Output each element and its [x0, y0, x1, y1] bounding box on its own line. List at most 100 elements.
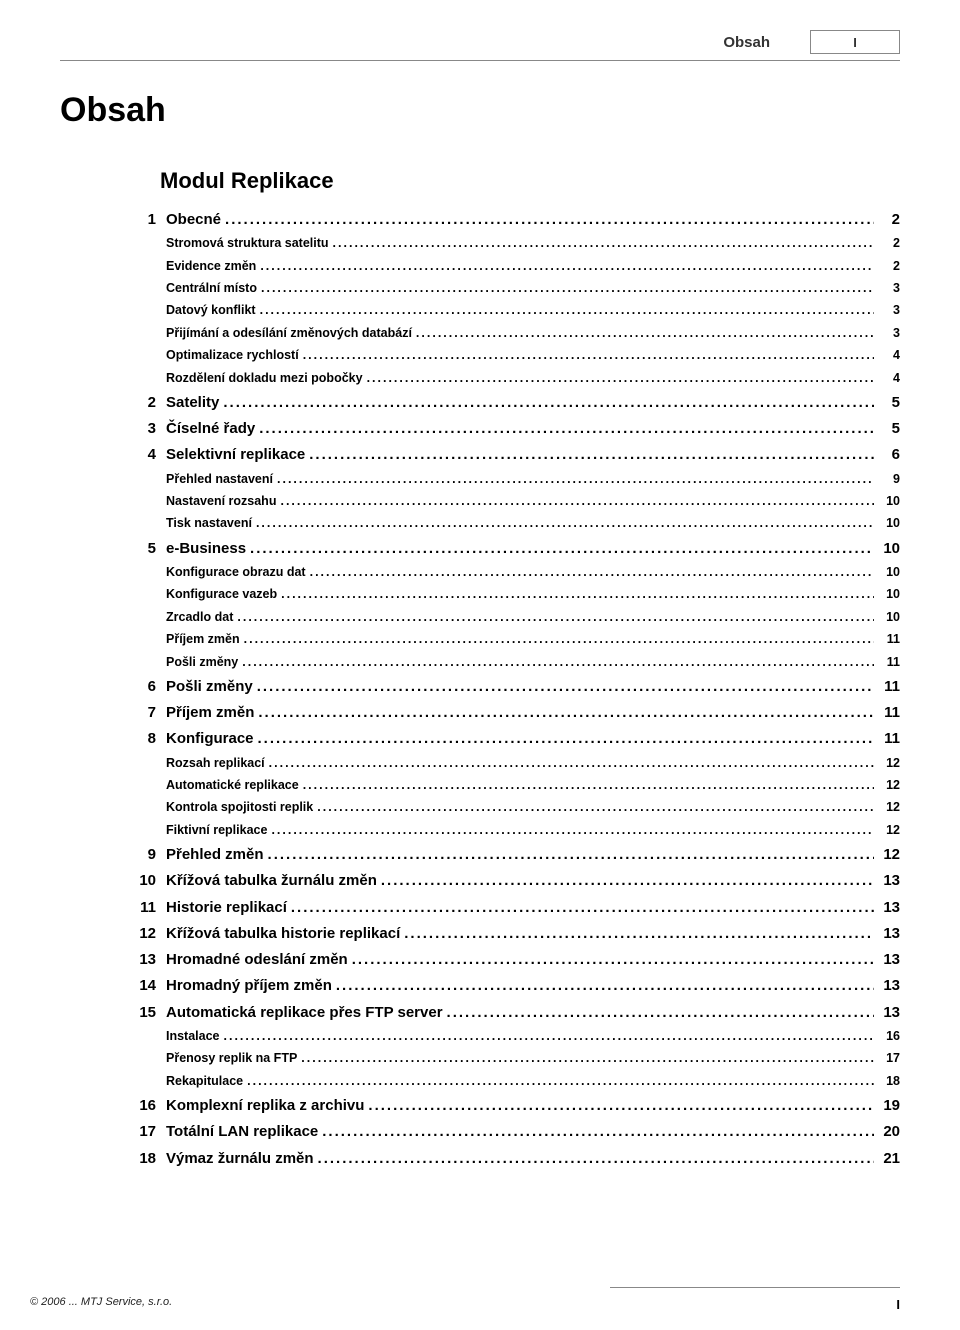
toc-entry-page: 3 [878, 301, 900, 320]
toc-entry[interactable]: 9Přehled změn12 [130, 843, 900, 866]
toc-entry[interactable]: Tisk nastavení10 [166, 514, 900, 533]
toc-entry-number: 16 [130, 1094, 156, 1117]
toc-entry[interactable]: Rozdělení dokladu mezi pobočky4 [166, 369, 900, 388]
toc-leader-dots [244, 630, 874, 649]
toc-entry[interactable]: Rekapitulace18 [166, 1072, 900, 1091]
toc-entry-label: Automatická replikace přes FTP server [166, 1001, 443, 1024]
toc-entry[interactable]: Nastavení rozsahu10 [166, 492, 900, 511]
toc-entry-label: Hromadné odeslání změn [166, 948, 348, 971]
toc-entry[interactable]: Pošli změny11 [166, 653, 900, 672]
toc-entry[interactable]: 6Pošli změny11 [130, 675, 900, 698]
page-header: Obsah I [60, 30, 900, 54]
toc-entry-label: Zrcadlo dat [166, 608, 233, 627]
toc-entry-number: 13 [130, 948, 156, 971]
toc-entry-number: 12 [130, 922, 156, 945]
toc-entry-page: 10 [878, 608, 900, 627]
toc-entry-number: 11 [130, 896, 156, 919]
header-title: Obsah [723, 34, 770, 51]
toc-entry[interactable]: Rozsah replikací 12 [166, 754, 900, 773]
toc-entry-page: 13 [878, 948, 900, 971]
toc-entry[interactable]: Instalace 16 [166, 1027, 900, 1046]
toc-entry[interactable]: Přenosy replik na FTP17 [166, 1049, 900, 1068]
toc-entry-page: 11 [878, 653, 900, 672]
toc-entry[interactable]: Konfigurace vazeb10 [166, 585, 900, 604]
main-title: Obsah [60, 91, 900, 130]
toc-entry-label: Pošli změny [166, 675, 253, 698]
toc-entry[interactable]: Přehled nastavení9 [166, 470, 900, 489]
toc-entry[interactable]: Evidence změn2 [166, 257, 900, 276]
toc-entry-number: 17 [130, 1120, 156, 1143]
toc-entry[interactable]: 12Křížová tabulka historie replikací13 [130, 922, 900, 945]
footer-divider [610, 1287, 900, 1288]
toc-entry-label: Příjem změn [166, 630, 240, 649]
toc-entry[interactable]: 5e-Business10 [130, 537, 900, 560]
toc-leader-dots [261, 279, 874, 298]
toc-entry[interactable]: 4Selektivní replikace6 [130, 443, 900, 466]
toc-entry-page: 11 [878, 727, 900, 750]
toc-entry[interactable]: Konfigurace obrazu dat10 [166, 563, 900, 582]
toc-entry-page: 12 [878, 776, 900, 795]
toc-entry[interactable]: Zrcadlo dat 10 [166, 608, 900, 627]
toc-entry-label: Přehled změn [166, 843, 264, 866]
toc-leader-dots [260, 301, 874, 320]
toc-entry-page: 12 [878, 754, 900, 773]
toc-entry-page: 19 [878, 1094, 900, 1117]
toc-entry[interactable]: 18Výmaz žurnálu změn21 [130, 1147, 900, 1170]
toc-entry-label: Kontrola spojitosti replik [166, 798, 313, 817]
toc-entry-page: 12 [878, 798, 900, 817]
toc-entry[interactable]: Fiktivní replikace12 [166, 821, 900, 840]
toc-leader-dots [258, 727, 874, 750]
toc-leader-dots [260, 257, 874, 276]
toc-entry[interactable]: Stromová struktura satelitu2 [166, 234, 900, 253]
toc-leader-dots [381, 869, 874, 892]
toc-entry-page: 12 [878, 843, 900, 866]
toc-leader-dots [303, 346, 874, 365]
toc-leader-dots [404, 922, 874, 945]
toc-entry-label: Hromadný příjem změn [166, 974, 332, 997]
toc-entry[interactable]: 8Konfigurace11 [130, 727, 900, 750]
toc-entry-page: 5 [878, 417, 900, 440]
header-divider [60, 60, 900, 61]
toc-entry[interactable]: Kontrola spojitosti replik 12 [166, 798, 900, 817]
toc-leader-dots [310, 563, 874, 582]
toc-entry[interactable]: Přijímání a odesílání změnových databází… [166, 324, 900, 343]
toc-entry[interactable]: 2Satelity5 [130, 391, 900, 414]
toc-entry-label: Rozdělení dokladu mezi pobočky [166, 369, 363, 388]
toc-leader-dots [317, 798, 874, 817]
toc-entry-label: Konfigurace [166, 727, 254, 750]
toc-entry-number: 2 [130, 391, 156, 414]
toc-leader-dots [447, 1001, 874, 1024]
toc-entry[interactable]: 15Automatická replikace přes FTP server1… [130, 1001, 900, 1024]
toc-leader-dots [301, 1049, 874, 1068]
toc-entry-label: Centrální místo [166, 279, 257, 298]
toc-entry[interactable]: 11Historie replikací13 [130, 896, 900, 919]
toc-entry-page: 13 [878, 1001, 900, 1024]
toc-entry-label: Obecné [166, 208, 221, 231]
toc-leader-dots [268, 843, 874, 866]
toc-entry[interactable]: 10Křížová tabulka žurnálu změn13 [130, 869, 900, 892]
toc-entry[interactable]: Centrální místo3 [166, 279, 900, 298]
toc-entry-label: Rozsah replikací [166, 754, 265, 773]
toc-leader-dots [225, 208, 874, 231]
toc-entry[interactable]: Optimalizace rychlostí 4 [166, 346, 900, 365]
toc-leader-dots [303, 776, 874, 795]
toc-entry-page: 10 [878, 492, 900, 511]
toc-entry[interactable]: 3Číselné řady5 [130, 417, 900, 440]
toc-entry-label: Satelity [166, 391, 219, 414]
toc-entry[interactable]: 1Obecné2 [130, 208, 900, 231]
toc-entry[interactable]: Automatické replikace 12 [166, 776, 900, 795]
toc-entry-label: Komplexní replika z archivu [166, 1094, 364, 1117]
toc-entry[interactable]: 17Totální LAN replikace20 [130, 1120, 900, 1143]
toc-entry[interactable]: Datový konflikt3 [166, 301, 900, 320]
toc-entry[interactable]: 14Hromadný příjem změn13 [130, 974, 900, 997]
toc-entry-label: Instalace [166, 1027, 220, 1046]
toc-entry[interactable]: Příjem změn11 [166, 630, 900, 649]
table-of-contents: 1Obecné2 Stromová struktura satelitu2 Evid… [130, 208, 900, 1170]
toc-entry-label: Automatické replikace [166, 776, 299, 795]
toc-entry[interactable]: 7Příjem změn11 [130, 701, 900, 724]
toc-entry-label: Optimalizace rychlostí [166, 346, 299, 365]
toc-entry-page: 4 [878, 346, 900, 365]
toc-entry-page: 16 [878, 1027, 900, 1046]
toc-entry[interactable]: 16 Komplexní replika z archivu 19 [130, 1094, 900, 1117]
toc-entry[interactable]: 13 Hromadné odeslání změn 13 [130, 948, 900, 971]
